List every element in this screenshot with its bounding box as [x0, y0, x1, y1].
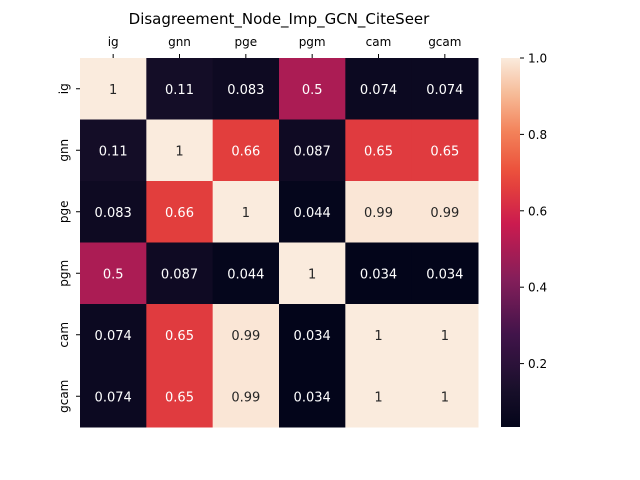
colorbar-tick-label: 0.6 — [528, 204, 547, 218]
cell-annotation: 1 — [175, 144, 183, 159]
x-tick-label: gnn — [168, 35, 191, 49]
cell-annotation: 1 — [441, 329, 449, 344]
x-tick-label: cam — [366, 35, 392, 49]
cell-annotation: 1 — [109, 83, 117, 98]
heatmap-cell — [345, 304, 413, 366]
y-tick-label: pgm — [57, 260, 71, 287]
cell-annotation: 0.074 — [360, 83, 397, 98]
heatmap-cell — [279, 58, 346, 120]
cell-annotation: 0.65 — [165, 329, 194, 344]
cell-annotation: 0.034 — [426, 267, 463, 282]
colorbar-tick-label: 1.0 — [528, 52, 547, 66]
cell-annotation: 1 — [441, 390, 449, 405]
cell-annotations: 1 0.11 0.083 0.5 0.074 0.074 0.11 1 0.66 0.087 0.6… — [95, 83, 464, 406]
colorbar-tick-label: 0.2 — [528, 357, 547, 371]
heatmap-cell — [279, 181, 346, 243]
heatmap-cell — [146, 119, 214, 182]
cell-annotation: 0.044 — [227, 267, 264, 282]
heatmap-cell — [345, 365, 413, 428]
heatmap-cell — [80, 181, 147, 243]
cell-annotation: 1 — [242, 206, 250, 221]
heatmap-cell — [411, 119, 479, 182]
heatmap-cell — [279, 119, 346, 182]
heatmap-cell — [411, 304, 479, 366]
heatmap-cell — [212, 365, 280, 428]
x-tick-label: pge — [235, 35, 258, 49]
heatmap-cell — [212, 242, 280, 305]
heatmap-cell — [212, 119, 280, 182]
y-tick-label: gcam — [57, 380, 71, 413]
heatmap-cell — [146, 181, 214, 243]
colorbar-tick-label: 0.8 — [528, 128, 547, 142]
colorbar: 0.2 0.4 0.6 0.8 1.0 — [501, 52, 547, 427]
cell-annotation: 0.034 — [360, 267, 397, 282]
heatmap-cell — [345, 58, 413, 120]
cell-annotation: 0.074 — [95, 329, 132, 344]
heatmap-cell — [80, 304, 147, 366]
colorbar-tick-label: 0.4 — [528, 281, 547, 295]
x-tick-label: pgm — [299, 35, 326, 49]
heatmap-cell — [146, 304, 214, 366]
y-tick-label: ig — [57, 83, 71, 94]
cell-annotation: 0.65 — [165, 390, 194, 405]
cell-annotation: 0.66 — [165, 206, 194, 221]
heatmap-cell — [345, 242, 413, 305]
x-tick-label: gcam — [428, 35, 461, 49]
cell-annotation: 0.083 — [227, 83, 264, 98]
cell-annotation: 0.087 — [294, 144, 331, 159]
cell-annotation: 1 — [308, 267, 316, 282]
heatmap-cell — [146, 58, 214, 120]
heatmap-cell — [80, 58, 147, 120]
cell-annotation: 0.11 — [99, 144, 128, 159]
cell-annotation: 0.99 — [231, 390, 260, 405]
heatmap-cell — [411, 58, 479, 120]
cell-annotation: 0.66 — [231, 144, 260, 159]
y-tick-label: cam — [57, 322, 71, 348]
cell-annotation: 0.11 — [165, 83, 194, 98]
cell-annotation: 0.5 — [103, 267, 124, 282]
x-tick-label: ig — [108, 35, 119, 49]
cell-annotation: 0.65 — [430, 144, 459, 159]
cell-annotation: 1 — [374, 390, 382, 405]
cell-annotation: 0.034 — [294, 329, 331, 344]
cell-annotation: 0.99 — [430, 206, 459, 221]
chart-title: Disagreement_Node_Imp_GCN_CiteSeer — [128, 10, 430, 28]
cell-annotation: 1 — [374, 329, 382, 344]
cell-annotation: 0.074 — [95, 390, 132, 405]
heatmap-cells — [80, 58, 479, 428]
heatmap-cell — [345, 119, 413, 182]
cell-annotation: 0.044 — [294, 206, 331, 221]
heatmap-cell — [411, 242, 479, 305]
cell-annotation: 0.034 — [294, 390, 331, 405]
heatmap-cell — [411, 181, 479, 243]
cell-annotation: 0.99 — [231, 329, 260, 344]
heatmap-cell — [212, 304, 280, 366]
heatmap-cell — [279, 365, 346, 428]
cell-annotation: 0.5 — [302, 83, 323, 98]
heatmap-cell — [279, 304, 346, 366]
heatmap-cell — [279, 242, 346, 305]
cell-annotation: 0.074 — [426, 83, 463, 98]
cell-annotation: 0.087 — [161, 267, 198, 282]
y-tick-label: gnn — [57, 139, 71, 162]
heatmap-cell — [80, 365, 147, 428]
heatmap-cell — [411, 365, 479, 428]
heatmap-cell — [80, 242, 147, 305]
x-tick-labels: ig gnn pge pgm cam gcam — [108, 35, 461, 58]
heatmap-cell — [212, 58, 280, 120]
y-tick-label: pge — [57, 200, 71, 223]
cell-annotation: 0.65 — [364, 144, 393, 159]
heatmap-cell — [80, 119, 147, 182]
colorbar-gradient — [501, 58, 520, 427]
heatmap-cell — [146, 365, 214, 428]
heatmap-cell — [212, 181, 280, 243]
heatmap-cell — [345, 181, 413, 243]
heatmap-cell — [146, 242, 214, 305]
cell-annotation: 0.083 — [95, 206, 132, 221]
y-tick-labels: ig gnn pge pgm cam gcam — [57, 83, 80, 413]
cell-annotation: 0.99 — [364, 206, 393, 221]
